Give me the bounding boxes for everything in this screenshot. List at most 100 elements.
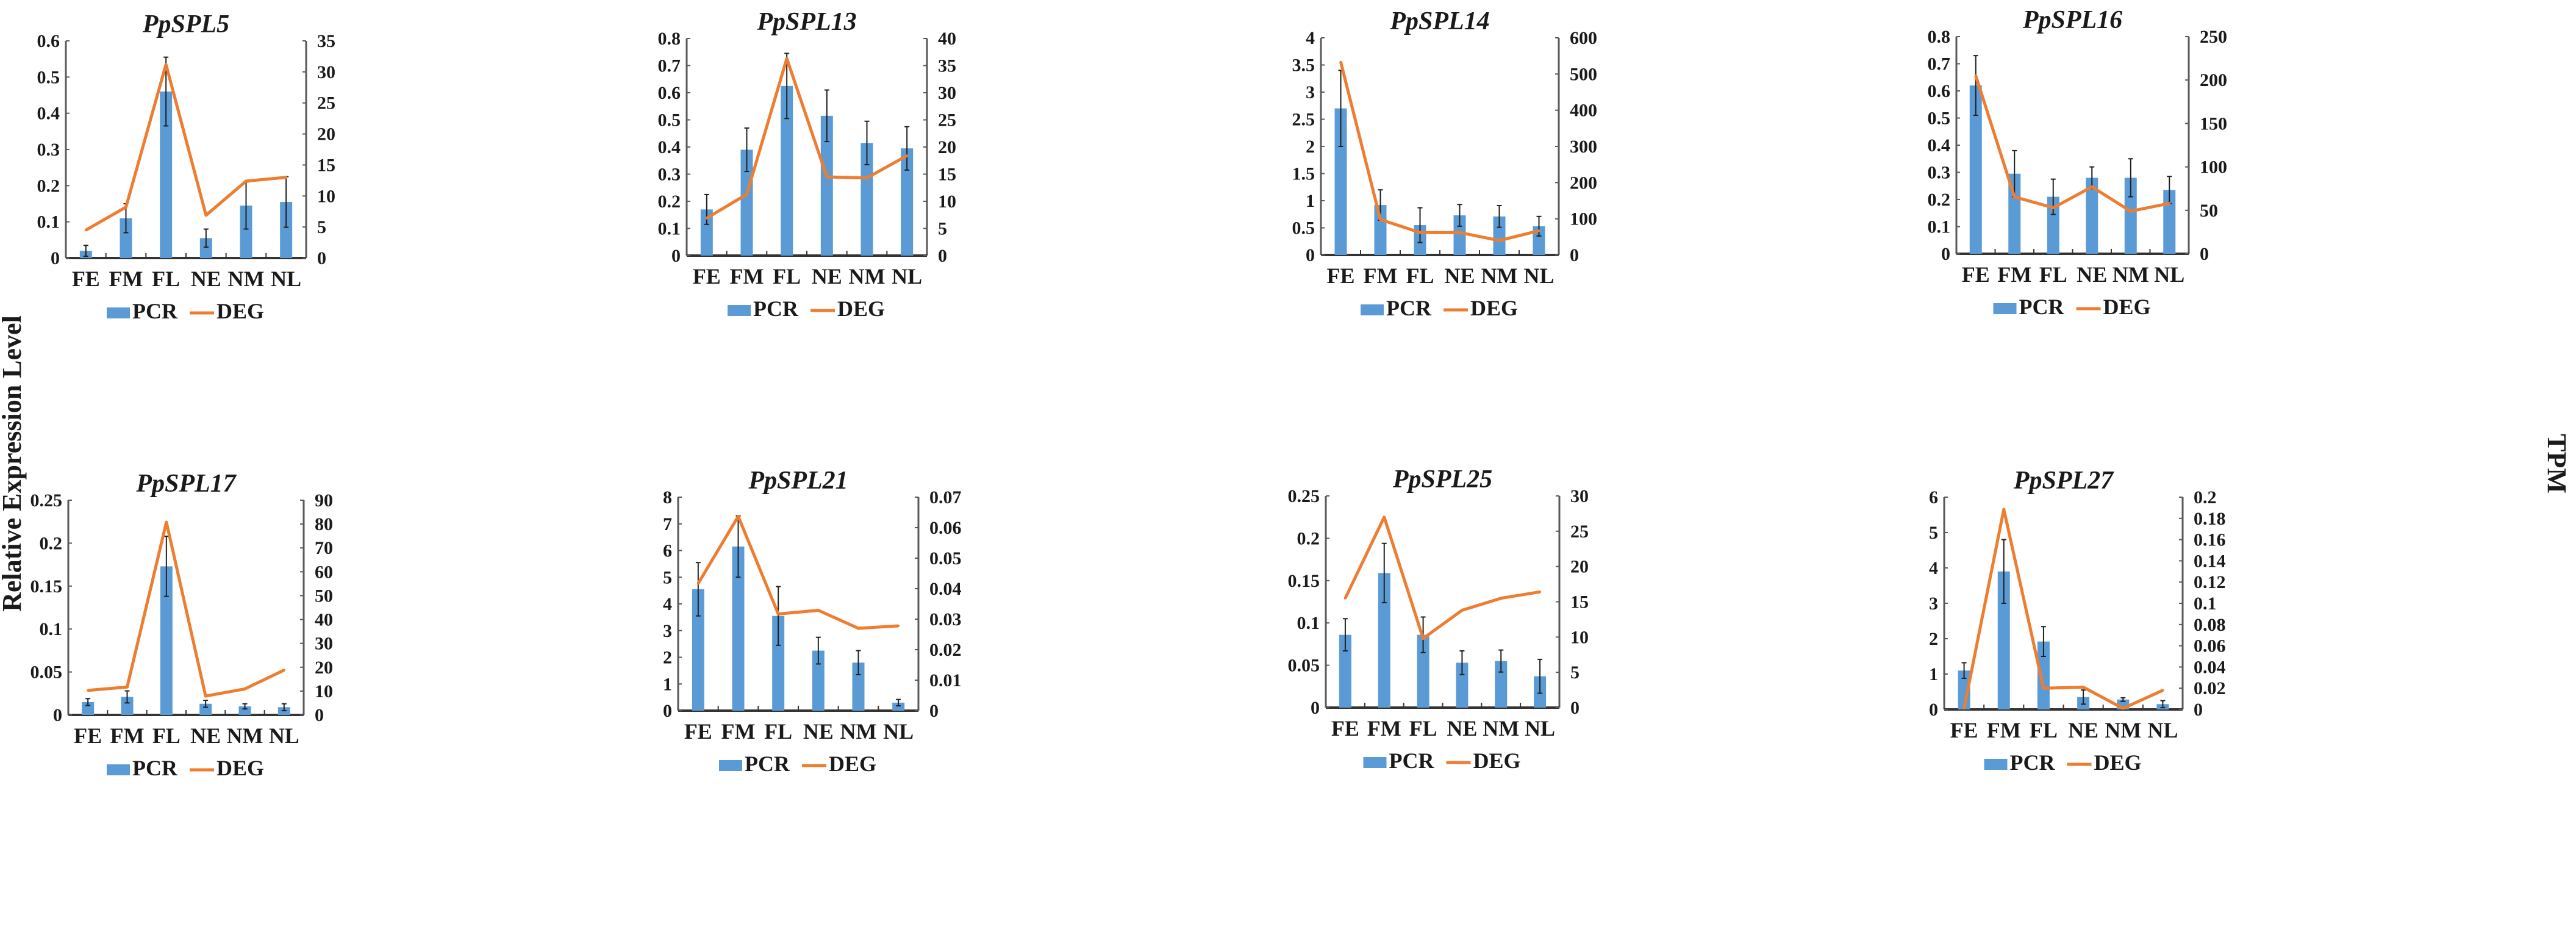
pcr-bar [1533,226,1545,255]
deg-point [1422,637,1425,640]
left-tick-label: 0 [671,246,681,266]
category-label: NM [228,267,265,291]
category-label: FL [1409,716,1437,741]
right-tick-label: 0.04 [2194,657,2226,677]
right-tick-label: 10 [938,192,956,212]
right-tick-label: 90 [315,490,333,511]
left-tick-label: 5 [1929,523,1938,543]
category-label: NM [840,719,877,744]
right-tick-label: 30 [315,634,333,654]
right-tick-label: 0 [1570,245,1579,265]
right-tick-label: 200 [1570,173,1597,193]
legend-pcr-label: PCR [132,299,178,323]
pcr-bar [781,85,793,256]
legend-pcr-swatch [719,760,742,771]
right-tick-label: 20 [315,658,333,678]
category-label: NL [271,267,301,291]
right-tick-label: 0.07 [929,487,962,508]
category-label: NL [883,719,914,744]
deg-point [696,582,699,585]
right-tick-label: 400 [1570,101,1597,121]
right-tick-label: 0.12 [2194,572,2226,592]
left-tick-label: 0.5 [1928,109,1951,129]
right-tick-label: 0.02 [929,640,962,660]
deg-point [2161,689,2164,692]
right-tick-label: 300 [1570,137,1597,157]
right-tick-label: 0 [315,705,324,725]
right-tick-label: 0 [1570,698,1580,718]
category-label: FL [152,267,180,291]
left-tick-label: 0.2 [37,176,60,196]
right-tick-label: 20 [938,137,956,157]
category-label: FE [1331,716,1359,741]
legend-deg-label: DEG [216,299,264,323]
deg-point [1343,597,1347,600]
left-tick-label: 3 [1929,594,1938,614]
category-label: NM [1483,716,1519,741]
right-tick-label: 20 [1570,557,1589,577]
category-label: NE [1447,716,1477,741]
left-tick-label: 0.15 [30,576,63,597]
panels: PpSPL500.10.20.30.40.50.605101520253035F… [30,6,2228,780]
deg-point [282,669,285,672]
right-tick-label: 40 [938,29,956,49]
category-label: NE [1444,264,1475,288]
category-label: NE [190,723,221,748]
category-label: NL [2147,718,2178,742]
right-tick-label: 0.16 [2194,530,2226,550]
right-tick-label: 20 [317,124,335,145]
category-label: FL [2030,718,2058,742]
right-tick-label: 0.18 [2194,509,2226,529]
category-label: NE [803,719,834,744]
right-tick-label: 10 [1570,627,1589,647]
left-tick-label: 0.2 [658,192,681,212]
right-tick-label: 50 [315,586,333,606]
deg-line [1962,508,2164,710]
pcr-bar [1969,85,1982,254]
deg-point [2013,195,2016,198]
pcr-bar [852,662,865,711]
legend-pcr-label: PCR [2019,295,2065,319]
legend-deg-label: DEG [216,756,264,780]
left-tick-label: 0.4 [658,137,681,157]
category-label: NM [227,723,263,748]
category-label: FM [730,264,764,289]
right-tick-label: 70 [315,538,333,558]
pcr-bar [160,92,173,259]
left-tick-label: 0.2 [1928,190,1951,210]
deg-point [897,625,900,627]
left-tick-label: 0 [1306,245,1315,265]
category-label: NE [2068,718,2098,742]
left-tick-label: 2 [1929,629,1938,649]
deg-line [706,57,908,220]
pcr-bar [2037,641,2050,709]
right-tick-label: 0.14 [2194,551,2226,571]
category-label: NL [2154,262,2184,287]
deg-point [745,193,748,196]
right-tick-label: 0.05 [929,548,962,569]
left-tick-label: 2.5 [1292,110,1315,130]
right-tick-label: 30 [317,62,335,82]
legend-pcr-swatch [1361,304,1384,315]
pcr-bar [1334,108,1347,255]
chart-title: PpSPL21 [748,467,848,495]
right-tick-label: 15 [1570,592,1589,612]
left-tick-label: 1 [1306,191,1315,211]
right-tick-label: 15 [317,155,335,175]
chart-title: PpSPL13 [756,8,856,36]
left-tick-label: 0.15 [1288,571,1320,591]
legend-pcr-label: PCR [753,296,799,321]
pcr-bar [860,143,873,256]
deg-point [865,176,868,179]
legend-deg-label: DEG [1473,748,1521,773]
deg-point [1539,590,1542,594]
left-tick-label: 0.2 [40,533,63,553]
pcr-bar [1453,215,1466,255]
right-tick-label: 0.1 [2194,594,2217,614]
deg-point [2082,686,2085,689]
deg-point [737,515,740,518]
left-tick-label: 0.6 [658,83,681,103]
category-label: FM [110,723,145,748]
right-tick-label: 0 [317,248,326,268]
